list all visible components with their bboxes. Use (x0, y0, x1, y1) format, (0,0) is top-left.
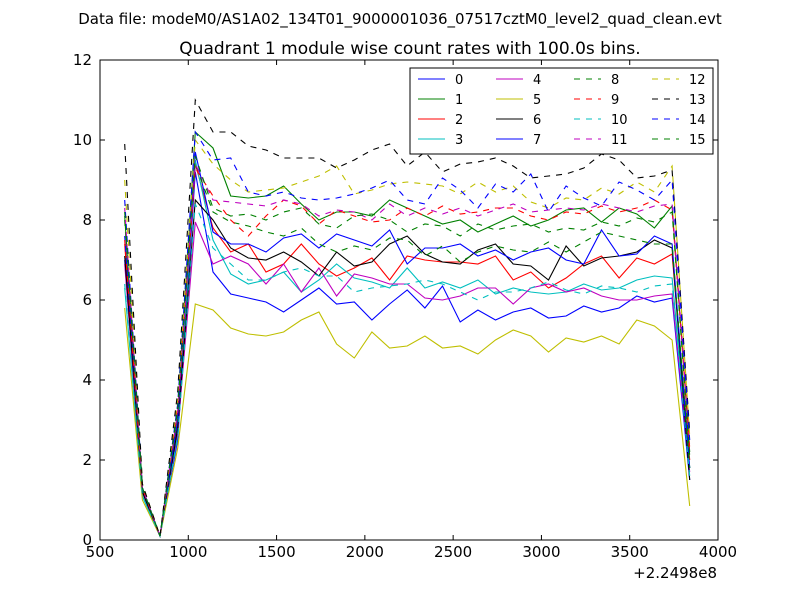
x-tick-label: 3000 (522, 543, 560, 561)
x-tick-label: 4000 (699, 543, 737, 561)
y-tick-label: 0 (82, 531, 92, 549)
series-line-13 (124, 98, 691, 537)
x-tick-label: 500 (86, 543, 115, 561)
legend-label-14: 14 (689, 113, 706, 128)
series-layer (124, 98, 691, 539)
x-offset-label: +2.2498e8 (633, 564, 717, 582)
series-line-12 (124, 138, 691, 537)
legend-box (409, 67, 714, 155)
series-line-4 (124, 221, 691, 539)
series-line-14 (124, 130, 691, 537)
x-axis: 500 1000 1500 2000 2500 3000 3500 4000 (86, 60, 737, 561)
y-tick-label: 8 (82, 211, 92, 229)
y-tick-label: 10 (73, 131, 92, 149)
legend-label-11: 11 (611, 133, 628, 148)
legend-label-1: 1 (455, 93, 463, 108)
legend-label-0: 0 (455, 73, 463, 88)
x-tick-label: 2000 (346, 543, 384, 561)
series-line-7 (124, 151, 691, 537)
legend-label-7: 7 (533, 133, 541, 148)
chart-suptitle: Data file: modeM0/AS1A02_134T01_90000010… (78, 10, 722, 29)
series-line-9 (124, 166, 691, 537)
legend-label-8: 8 (611, 73, 619, 88)
legend-label-5: 5 (533, 93, 541, 108)
series-line-11 (124, 161, 691, 537)
legend-label-13: 13 (689, 93, 706, 108)
series-line-5 (124, 303, 691, 538)
legend-label-3: 3 (455, 133, 463, 148)
x-tick-label: 1500 (257, 543, 295, 561)
y-tick-label: 2 (82, 451, 92, 469)
series-line-3 (124, 159, 691, 538)
series-line-15 (124, 155, 691, 537)
legend-label-12: 12 (689, 73, 706, 88)
y-tick-label: 12 (73, 51, 92, 69)
y-tick-label: 6 (82, 291, 92, 309)
x-tick-label: 1000 (169, 543, 207, 561)
y-tick-label: 4 (82, 371, 92, 389)
series-line-0 (124, 171, 691, 538)
chart-title: Quadrant 1 module wise count rates with … (179, 39, 640, 59)
legend-label-4: 4 (533, 73, 541, 88)
series-line-6 (124, 198, 691, 539)
series-line-10 (124, 203, 691, 538)
legend-label-9: 9 (611, 93, 619, 108)
legend-label-2: 2 (455, 113, 463, 128)
x-tick-label: 2500 (434, 543, 472, 561)
legend-label-6: 6 (533, 113, 541, 128)
legend-label-10: 10 (611, 113, 628, 128)
x-tick-label: 3500 (611, 543, 649, 561)
legend-label-15: 15 (689, 133, 706, 148)
